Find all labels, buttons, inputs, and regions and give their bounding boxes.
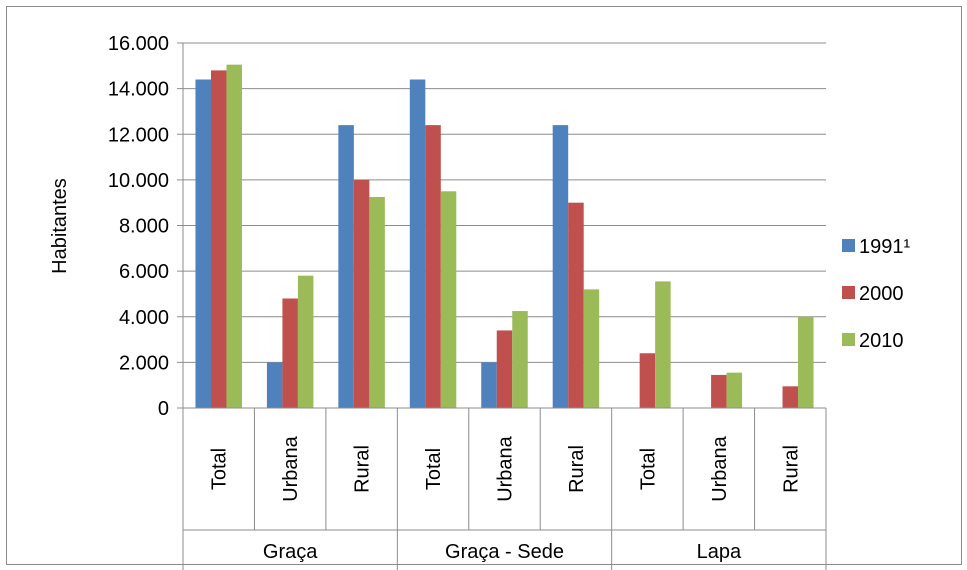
bar-2000-4 — [496, 330, 513, 408]
legend-swatch — [842, 333, 855, 346]
bar-2000-0 — [210, 70, 227, 408]
legend-swatch — [842, 239, 855, 252]
bar-2000-6 — [639, 353, 656, 408]
bar-2000-5 — [568, 202, 584, 408]
legend-label: 1991¹ — [859, 236, 910, 258]
x-group-label: Graça — [263, 541, 318, 563]
y-tick-label: 6.000 — [119, 261, 169, 283]
x-group-label: Graça - Sede — [445, 541, 564, 563]
y-tick-label: 10.000 — [108, 170, 169, 192]
x-category-label: Rural — [780, 445, 802, 493]
x-axis: Total Urbana Rural Total Urbana Rural Total Urb… — [182, 407, 827, 570]
legend-swatch — [842, 286, 855, 299]
y-tick-label: 2.000 — [119, 352, 169, 374]
x-category-label: Urbana — [280, 435, 302, 501]
y-axis-label: Habitantes — [49, 178, 71, 274]
bar-2010-2 — [369, 196, 385, 408]
legend-label: 2000 — [859, 283, 904, 305]
chart-frame — [6, 6, 962, 565]
legend: 1991¹ 2000 2010 — [842, 236, 910, 352]
x-category-label: Urbana — [709, 435, 731, 501]
bar-1991-1 — [266, 362, 283, 408]
y-tick-label: 0 — [158, 398, 169, 420]
x-category-label: Total — [637, 448, 659, 490]
bar-2000-3 — [425, 125, 441, 408]
y-tick-label: 14.000 — [108, 79, 169, 101]
bar-1991-0 — [195, 79, 211, 408]
x-category-label: Rural — [566, 445, 588, 493]
x-category-label: Total — [423, 448, 445, 490]
bar-2010-4 — [512, 311, 528, 408]
bar-1991-4 — [481, 362, 497, 408]
x-category-label: Total — [209, 448, 231, 490]
y-tick-label: 12.000 — [108, 124, 169, 146]
bar-2010-7 — [726, 372, 743, 408]
y-tick-label: 16.000 — [108, 33, 169, 55]
x-category-label: Rural — [352, 445, 374, 493]
bar-2000-7 — [711, 374, 727, 408]
bar-1991-5 — [552, 125, 569, 408]
bar-2010-8 — [798, 316, 814, 408]
bar-1991-2 — [338, 125, 354, 408]
bar-1991-3 — [409, 79, 426, 408]
bar-2010-3 — [440, 191, 457, 408]
bar-2000-1 — [282, 298, 298, 408]
bars — [195, 64, 814, 408]
bar-2010-5 — [583, 289, 600, 408]
x-category-label: Urbana — [495, 435, 517, 501]
y-tick-label: 8.000 — [119, 216, 169, 238]
bar-2010-1 — [297, 275, 314, 408]
bar-2010-0 — [226, 64, 242, 408]
legend-label: 2010 — [859, 330, 904, 352]
bar-2010-6 — [655, 281, 671, 408]
bar-2000-8 — [782, 386, 799, 408]
y-tick-label: 4.000 — [119, 307, 169, 329]
bar-2000-2 — [353, 179, 370, 408]
x-group-label: Lapa — [697, 541, 742, 563]
y-tick-labels: 0 2.000 4.000 6.000 8.000 10.000 12.000 14.000 1… — [108, 33, 169, 420]
